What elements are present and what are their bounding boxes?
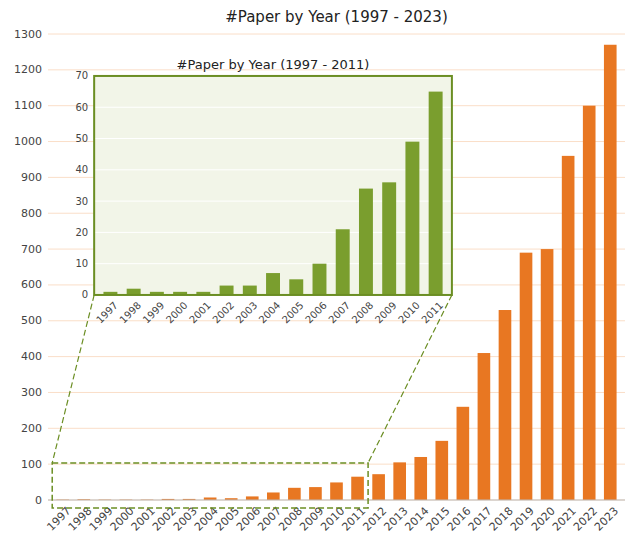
chart: 0100200300400500600700800900100011001200… <box>0 0 640 552</box>
y-tick-label: 400 <box>21 350 42 363</box>
y-tick-label: 1100 <box>14 99 42 112</box>
bar <box>429 92 443 295</box>
grid-line <box>94 263 452 264</box>
x-tick-label: 2000 <box>164 300 190 326</box>
y-tick-label: 1200 <box>14 63 42 76</box>
connector-line <box>52 295 94 463</box>
x-tick-label: 2011 <box>419 300 445 326</box>
x-tick-label: 1997 <box>94 300 120 326</box>
connector-line <box>368 295 452 463</box>
bar <box>382 182 396 295</box>
bar <box>289 279 303 295</box>
plot-frame <box>94 76 452 295</box>
bar <box>313 264 327 295</box>
bar <box>414 457 427 500</box>
y-tick-label: 100 <box>21 458 42 471</box>
x-axis-line <box>48 500 625 501</box>
bars <box>103 92 442 295</box>
y-tick-label: 60 <box>75 102 88 113</box>
x-tick-label: 2023 <box>592 505 621 534</box>
inset-chart: 0102030405060701997199819992000200120022… <box>75 57 451 326</box>
grid-line <box>48 500 625 501</box>
bar <box>330 482 343 500</box>
bar <box>604 45 617 500</box>
x-tick-label: 2003 <box>234 300 260 326</box>
grid-line <box>94 107 452 108</box>
bar <box>393 462 406 500</box>
bar <box>372 474 385 500</box>
x-tick-label: 2008 <box>350 300 376 326</box>
y-tick-label: 70 <box>75 70 88 81</box>
x-tick-label: 2006 <box>303 300 329 326</box>
y-tick-label: 900 <box>21 171 42 184</box>
grid-line <box>94 201 452 202</box>
title: #Paper by Year (1997 - 2011) <box>177 57 370 72</box>
zoom-marker <box>52 463 368 508</box>
y-tick-label: 0 <box>35 494 42 507</box>
y-tick-label: 700 <box>21 243 42 256</box>
bar <box>457 407 470 500</box>
y-tick-label: 600 <box>21 278 42 291</box>
bar <box>405 142 419 295</box>
y-tick-label: 300 <box>21 386 42 399</box>
grid-line <box>48 428 625 429</box>
x-tick-label: 2005 <box>280 300 306 326</box>
bar <box>351 477 364 500</box>
y-tick-label: 10 <box>75 258 88 269</box>
main-chart: 0100200300400500600700800900100011001200… <box>14 8 625 534</box>
grid-line <box>48 464 625 465</box>
y-tick-label: 200 <box>21 422 42 435</box>
bar <box>267 492 280 500</box>
y-tick-label: 30 <box>75 196 88 207</box>
x-tick-label: 2002 <box>210 300 236 326</box>
bar <box>499 310 512 500</box>
zoom-rect <box>52 463 368 508</box>
x-tick-label: 2001 <box>187 300 213 326</box>
x-tick-label: 2004 <box>257 300 283 326</box>
x-tick-label: 2010 <box>396 300 422 326</box>
y-tick-label: 50 <box>75 133 88 144</box>
bar <box>220 286 234 295</box>
x-tick-label: 2007 <box>326 300 352 326</box>
y-tick-label: 500 <box>21 314 42 327</box>
y-tick-label: 40 <box>75 164 88 175</box>
grid-line <box>94 232 452 233</box>
bar <box>246 496 259 500</box>
y-tick-label: 1000 <box>14 135 42 148</box>
bar <box>288 488 301 500</box>
bar <box>520 253 533 500</box>
bar <box>583 106 596 500</box>
bar <box>243 286 257 295</box>
zoom-connectors <box>52 295 452 463</box>
plot-background <box>94 76 452 295</box>
bar <box>562 156 575 500</box>
grid-line <box>48 356 625 357</box>
bar <box>336 229 350 295</box>
bars <box>56 45 616 500</box>
y-tick-label: 800 <box>21 207 42 220</box>
bar <box>359 189 373 295</box>
grid-line <box>94 169 452 170</box>
bar <box>309 487 322 500</box>
x-tick-label: 2009 <box>373 300 399 326</box>
bar <box>478 353 491 500</box>
y-tick-label: 0 <box>82 289 88 300</box>
grid-line <box>94 138 452 139</box>
title: #Paper by Year (1997 - 2023) <box>225 8 448 26</box>
grid-line <box>48 34 625 35</box>
x-tick-label: 1998 <box>117 300 143 326</box>
bar <box>435 441 448 500</box>
y-tick-label: 1300 <box>14 28 42 41</box>
bar <box>541 249 554 500</box>
y-tick-label: 20 <box>75 227 88 238</box>
grid-line <box>48 392 625 393</box>
x-tick-label: 1999 <box>141 300 167 326</box>
bar <box>266 273 280 295</box>
